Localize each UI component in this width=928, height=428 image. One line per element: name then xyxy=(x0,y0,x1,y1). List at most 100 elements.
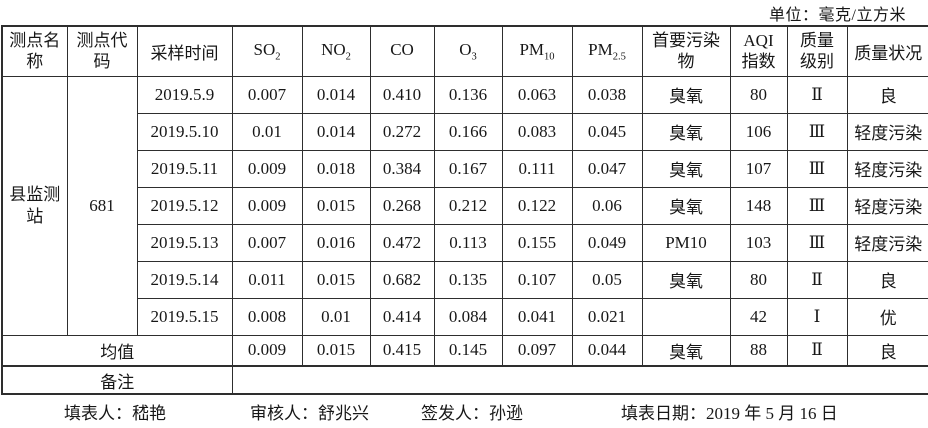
mean-label-cell: 均值 xyxy=(1,334,233,367)
quality-level-cell: Ⅱ xyxy=(786,260,848,299)
site-name-cell: 县监测 站 xyxy=(1,75,68,336)
aqi-cell: 80 xyxy=(729,260,788,299)
o3-cell: 0.135 xyxy=(433,260,503,299)
pollutant-symbol: NO xyxy=(321,40,346,60)
primary-pollutant-cell: 臭氧 xyxy=(641,186,731,225)
primary-pollutant-cell: 臭氧 xyxy=(641,260,731,299)
o3-cell: 0.113 xyxy=(433,223,503,262)
quality-status-cell: 良 xyxy=(846,334,928,367)
mean-row: 均值 0.009 0.015 0.415 0.145 0.097 0.044 臭… xyxy=(1,334,928,367)
date-cell: 2019.5.15 xyxy=(136,297,233,336)
co-cell: 0.472 xyxy=(369,223,435,262)
co-cell: 0.410 xyxy=(369,75,435,114)
reviewed-by-label: 审核人：舒兆兴 xyxy=(250,404,369,423)
so2-cell: 0.009 xyxy=(231,149,303,188)
pm10-cell: 0.111 xyxy=(501,149,573,188)
co-cell: 0.272 xyxy=(369,112,435,151)
no2-cell: 0.014 xyxy=(301,112,371,151)
so2-cell: 0.009 xyxy=(231,186,303,225)
primary-pollutant-cell: 臭氧 xyxy=(641,334,731,367)
unit-note: 单位：毫克/立方米 xyxy=(769,6,906,24)
col-header-o3: O3 xyxy=(433,25,503,77)
site-code-cell: 681 xyxy=(66,75,138,336)
data-row: 2019.5.11 0.009 0.018 0.384 0.167 0.111 … xyxy=(2,149,928,188)
date-cell: 2019.5.11 xyxy=(136,149,233,188)
pm25-cell: 0.05 xyxy=(571,260,643,299)
so2-cell: 0.011 xyxy=(231,260,303,299)
pm25-cell: 0.038 xyxy=(571,75,643,114)
pm10-cell: 0.041 xyxy=(501,297,573,336)
col-header-site-name: 测点名 称 xyxy=(1,25,68,77)
col-header-no2: NO2 xyxy=(301,25,371,77)
col-header-quality-status: 质量状况 xyxy=(846,25,928,77)
pollutant-subscript: 10 xyxy=(544,51,555,63)
pm25-cell: 0.044 xyxy=(571,334,643,367)
col-header-aqi-index: AQI 指数 xyxy=(729,25,788,77)
pm10-cell: 0.107 xyxy=(501,260,573,299)
col-header-pm10: PM10 xyxy=(501,25,573,77)
o3-cell: 0.136 xyxy=(433,75,503,114)
pollutant-subscript: 3 xyxy=(471,51,477,63)
primary-pollutant-cell xyxy=(641,297,731,336)
so2-cell: 0.01 xyxy=(231,112,303,151)
col-header-pm25: PM2.5 xyxy=(571,25,643,77)
col-header-site-code: 测点代 码 xyxy=(66,25,138,77)
quality-level-cell: Ⅲ xyxy=(786,112,848,151)
remark-label-cell: 备注 xyxy=(1,365,233,395)
no2-cell: 0.016 xyxy=(301,223,371,262)
date-cell: 2019.5.14 xyxy=(136,260,233,299)
aqi-cell: 88 xyxy=(729,334,788,367)
aqi-cell: 106 xyxy=(729,112,788,151)
quality-level-cell: Ⅰ xyxy=(786,297,848,336)
quality-status-cell: 轻度污染 xyxy=(846,223,928,262)
co-cell: 0.682 xyxy=(369,260,435,299)
pollutant-subscript: 2 xyxy=(345,51,351,63)
date-cell: 2019.5.9 xyxy=(136,75,233,114)
data-row: 2019.5.12 0.009 0.015 0.268 0.212 0.122 … xyxy=(2,186,928,225)
o3-cell: 0.167 xyxy=(433,149,503,188)
col-header-so2: SO2 xyxy=(231,25,303,77)
quality-status-cell: 轻度污染 xyxy=(846,149,928,188)
signature-line: 填表人：嵇艳 审核人：舒兆兴 签发人：孙逊 填表日期：2019 年 5 月 16… xyxy=(0,395,928,428)
aqi-cell: 80 xyxy=(729,75,788,114)
pollutant-subscript: 2.5 xyxy=(612,51,626,63)
remark-row: 备注 xyxy=(1,365,928,395)
aqi-cell: 42 xyxy=(729,297,788,336)
col-header-primary-pollutant: 首要污染 物 xyxy=(641,25,731,77)
quality-status-cell: 轻度污染 xyxy=(846,112,928,151)
quality-status-cell: 良 xyxy=(846,75,928,114)
so2-cell: 0.008 xyxy=(231,297,303,336)
quality-level-cell: Ⅱ xyxy=(786,75,848,114)
aqi-cell: 148 xyxy=(729,186,788,225)
no2-cell: 0.01 xyxy=(301,297,371,336)
pollutant-symbol: PM xyxy=(588,40,613,60)
so2-cell: 0.009 xyxy=(231,334,303,367)
col-header-sample-time: 采样时间 xyxy=(136,25,233,77)
primary-pollutant-cell: 臭氧 xyxy=(641,112,731,151)
col-header-quality-level: 质量 级别 xyxy=(786,25,848,77)
data-row: 2019.5.13 0.007 0.016 0.472 0.113 0.155 … xyxy=(2,223,928,262)
quality-level-cell: Ⅲ xyxy=(786,186,848,225)
date-cell: 2019.5.13 xyxy=(136,223,233,262)
co-cell: 0.384 xyxy=(369,149,435,188)
pollutant-subscript: 2 xyxy=(275,51,281,63)
pm10-cell: 0.083 xyxy=(501,112,573,151)
co-cell: 0.415 xyxy=(369,334,435,367)
pollutant-symbol: O xyxy=(459,40,472,60)
primary-pollutant-cell: PM10 xyxy=(641,223,731,262)
pollutant-symbol: SO xyxy=(253,40,276,60)
pm10-cell: 0.063 xyxy=(501,75,573,114)
no2-cell: 0.014 xyxy=(301,75,371,114)
issued-by-label: 签发人：孙逊 xyxy=(421,404,523,423)
aqi-cell: 107 xyxy=(729,149,788,188)
primary-pollutant-cell: 臭氧 xyxy=(641,149,731,188)
no2-cell: 0.018 xyxy=(301,149,371,188)
quality-status-cell: 良 xyxy=(846,260,928,299)
co-cell: 0.414 xyxy=(369,297,435,336)
date-cell: 2019.5.12 xyxy=(136,186,233,225)
quality-status-cell: 轻度污染 xyxy=(846,186,928,225)
quality-status-cell: 优 xyxy=(846,297,928,336)
no2-cell: 0.015 xyxy=(301,334,371,367)
pm25-cell: 0.021 xyxy=(571,297,643,336)
